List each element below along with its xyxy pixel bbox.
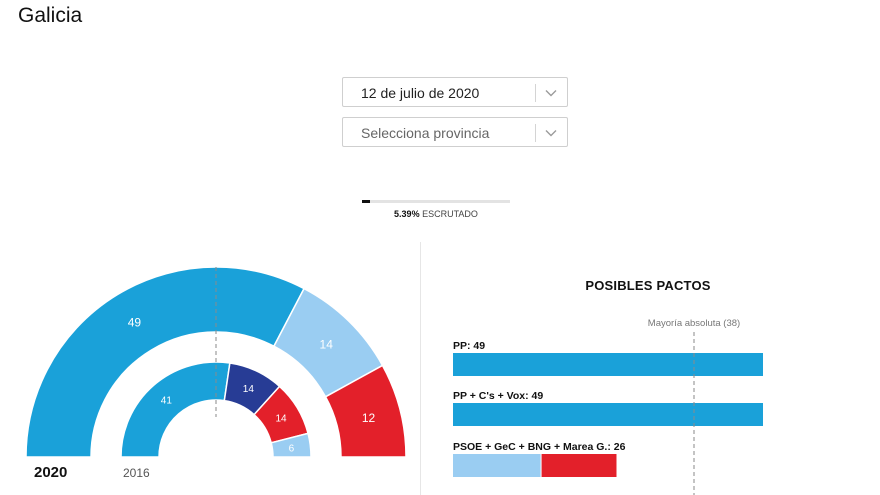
pacto-bar-segment xyxy=(541,454,617,477)
count-progress-value: 5.39% xyxy=(394,209,420,219)
chevron-down-icon[interactable] xyxy=(544,86,558,100)
majority-label: Mayoría absoluta (38) xyxy=(648,318,740,329)
hemicycle-slice xyxy=(324,364,407,458)
ring-label-2016: 2016 xyxy=(123,466,150,480)
slice-value-label: 49 xyxy=(128,315,142,329)
panel-divider xyxy=(420,242,421,495)
hemicycle-slice xyxy=(270,432,312,458)
hemicycle-chart: 49 14 12 41 14 14 6 xyxy=(25,266,407,458)
slice-value-label: 6 xyxy=(289,443,295,454)
pacto-label: PP + C's + Vox: 49 xyxy=(453,390,543,402)
slice-value-label: 12 xyxy=(362,411,376,425)
pacto-bar-segment xyxy=(453,454,541,477)
select-divider xyxy=(535,84,536,102)
pacto-label: PP: 49 xyxy=(453,340,485,352)
date-select[interactable]: 12 de julio de 2020 xyxy=(342,77,568,107)
pactos-title: POSIBLES PACTOS xyxy=(585,278,711,293)
slice-value-label: 14 xyxy=(243,384,255,395)
pacto-bar-segment xyxy=(453,353,763,376)
ring-label-2020: 2020 xyxy=(34,464,68,481)
slice-value-label: 41 xyxy=(161,395,173,406)
hemicycle-slice xyxy=(25,266,306,458)
slice-value-label: 14 xyxy=(320,337,334,351)
pactos-chart: Mayoría absoluta (38) PP: 49 PP + C's + Vo… xyxy=(453,318,763,495)
count-progress-label: 5.39% ESCRUTADO xyxy=(362,209,510,219)
pacto-bar-segment xyxy=(453,403,763,426)
province-select[interactable]: Selecciona provincia xyxy=(342,117,568,147)
page-title: Galicia xyxy=(18,4,83,27)
province-select-placeholder: Selecciona provincia xyxy=(361,125,490,141)
date-select-value: 12 de julio de 2020 xyxy=(361,85,480,101)
chevron-down-icon[interactable] xyxy=(544,126,558,140)
slice-value-label: 14 xyxy=(275,414,287,425)
count-progress-suffix: ESCRUTADO xyxy=(422,209,478,219)
select-divider xyxy=(535,124,536,142)
hemicycle-slice xyxy=(120,361,231,458)
count-progress-fill xyxy=(362,200,370,203)
count-progress-bar xyxy=(362,200,510,203)
pacto-label: PSOE + GeC + BNG + Marea G.: 26 xyxy=(453,441,626,453)
